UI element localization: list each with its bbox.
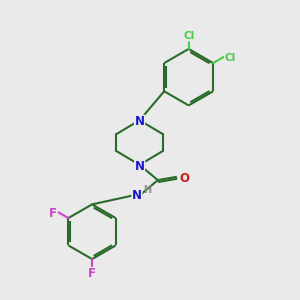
Text: Cl: Cl	[225, 53, 236, 63]
Text: H: H	[143, 185, 152, 195]
Text: F: F	[49, 207, 57, 220]
Text: O: O	[179, 172, 189, 185]
Text: Cl: Cl	[183, 31, 194, 41]
Text: N: N	[135, 115, 145, 128]
Text: F: F	[88, 268, 96, 281]
Text: N: N	[135, 160, 145, 173]
Text: N: N	[132, 188, 142, 202]
